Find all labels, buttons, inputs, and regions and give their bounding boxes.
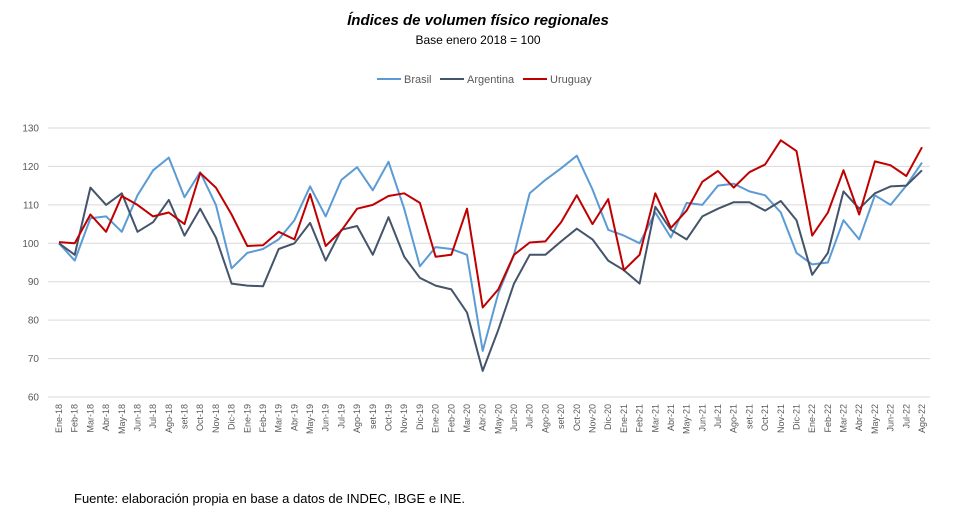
x-tick-label: Nov-18 (211, 404, 221, 433)
y-tick-label: 110 (23, 200, 39, 211)
legend-label-argentina: Argentina (467, 74, 515, 86)
x-tick-label: Ago-19 (352, 404, 362, 433)
series-line-uruguay (58, 139, 923, 309)
x-tick-label: Feb-22 (823, 404, 833, 433)
x-tick-label: Nov-19 (399, 404, 409, 433)
y-tick-label: 130 (22, 124, 39, 135)
x-tick-label: May-18 (117, 404, 127, 434)
x-tick-label: Ago-20 (540, 404, 550, 433)
x-tick-label: Feb-18 (70, 404, 80, 433)
x-tick-label: Jun-19 (321, 404, 331, 432)
x-tick-label: Ago-21 (729, 404, 739, 433)
y-tick-label: 120 (22, 162, 39, 173)
x-tick-label: Jul-22 (901, 404, 911, 429)
x-tick-label: Dic-19 (415, 404, 425, 430)
x-tick-label: Nov-21 (776, 404, 786, 433)
x-tick-label: Jul-21 (713, 404, 723, 429)
x-tick-label: set-20 (556, 404, 566, 429)
x-tick-label: set-19 (368, 404, 378, 429)
x-tick-label: Dic-21 (791, 404, 801, 430)
x-tick-label: Feb-21 (635, 404, 645, 433)
x-tick-label: Jun-18 (132, 404, 142, 432)
x-tick-label: Abr-18 (101, 404, 111, 431)
x-tick-label: May-20 (493, 404, 503, 434)
x-tick-label: Feb-19 (258, 404, 268, 433)
x-tick-label: May-21 (682, 404, 692, 434)
x-tick-label: Jul-20 (525, 404, 535, 429)
x-tick-label: Feb-20 (446, 404, 456, 433)
series-line-brasil (58, 154, 923, 352)
x-tick-label: Ene-20 (431, 404, 441, 433)
x-tick-label: Mar-19 (274, 404, 284, 433)
x-tick-label: Jun-20 (509, 404, 519, 432)
y-tick-label: 100 (22, 239, 39, 250)
x-tick-label: set-18 (180, 404, 190, 429)
x-tick-label: Jun-21 (697, 404, 707, 432)
x-tick-label: Oct-18 (195, 404, 205, 431)
x-tick-label: Abr-22 (854, 404, 864, 431)
x-tick-label: set-21 (744, 404, 754, 429)
x-tick-label: Mar-22 (839, 404, 849, 433)
x-tick-label: Ago-22 (917, 404, 927, 433)
x-tick-label: Abr-21 (666, 404, 676, 431)
legend-label-uruguay: Uruguay (550, 74, 592, 86)
chart-subtitle: Base enero 2018 = 100 (415, 33, 540, 47)
x-tick-label: Ene-19 (242, 404, 252, 433)
x-tick-label: Dic-20 (603, 404, 613, 430)
source-note: Fuente: elaboración propia en base a dat… (74, 491, 465, 506)
x-tick-label: Ene-22 (807, 404, 817, 433)
y-tick-label: 70 (28, 354, 40, 365)
x-tick-label: Oct-20 (572, 404, 582, 431)
x-tick-label: Nov-20 (587, 404, 597, 433)
x-tick-label: Ene-18 (54, 404, 64, 433)
x-tick-label: May-19 (305, 404, 315, 434)
gridlines (48, 127, 930, 398)
x-tick-label: Mar-21 (650, 404, 660, 433)
x-tick-label: Oct-19 (384, 404, 394, 431)
x-tick-label: Dic-18 (227, 404, 237, 430)
x-tick-label: Jun-22 (886, 404, 896, 432)
series-line-argentina (58, 169, 923, 372)
legend-label-brasil: Brasil (404, 74, 432, 86)
x-tick-label: Mar-20 (462, 404, 472, 433)
y-tick-label: 60 (28, 393, 40, 404)
x-tick-label: Ene-21 (619, 404, 629, 433)
x-tick-label: Abr-19 (289, 404, 299, 431)
x-tick-label: Abr-20 (478, 404, 488, 431)
series-lines (58, 139, 923, 372)
x-tick-label: May-22 (870, 404, 880, 434)
x-tick-label: Jul-18 (148, 404, 158, 429)
y-tick-label: 80 (28, 316, 40, 327)
x-tick-label: Jul-19 (336, 404, 346, 429)
x-tick-label: Ago-18 (164, 404, 174, 433)
x-tick-label: Oct-21 (760, 404, 770, 431)
y-tick-label: 90 (28, 277, 40, 288)
x-tick-label: Mar-18 (85, 404, 95, 433)
y-axis: 60 70 80 90 100 110 120 130 (22, 124, 39, 404)
x-axis: Ene-18 Feb-18 Mar-18 Abr-18 May-18 Jun-18 Jul-… (54, 404, 927, 434)
chart-title: Índices de volumen físico regionales (347, 12, 609, 29)
chart-legend: Brasil Argentina Uruguay (377, 74, 592, 86)
